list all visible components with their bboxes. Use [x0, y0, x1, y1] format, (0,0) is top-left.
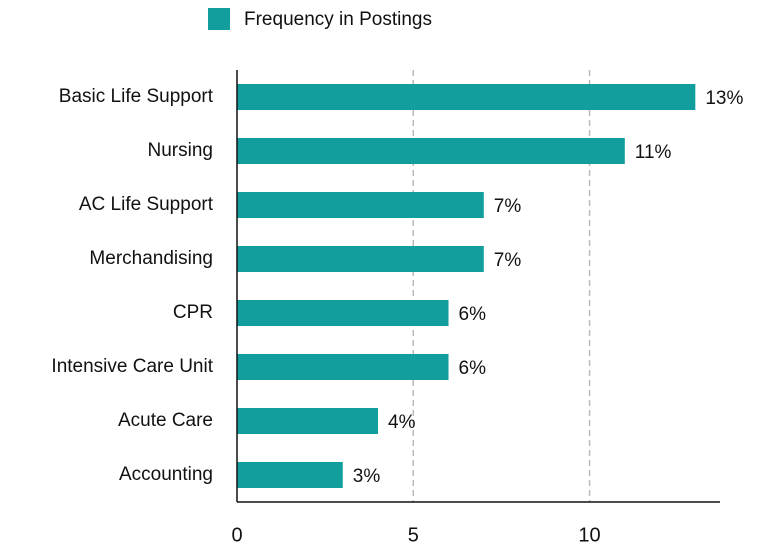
y-tick-label: AC Life Support — [79, 194, 214, 215]
y-tick-label: Acute Care — [118, 410, 213, 431]
y-tick-label: Intensive Care Unit — [51, 356, 213, 377]
y-tick-label: Basic Life Support — [59, 86, 214, 107]
y-tick-label: Accounting — [119, 464, 213, 485]
x-tick-label: 5 — [408, 524, 419, 546]
value-label: 7% — [494, 196, 522, 217]
bar — [237, 462, 343, 488]
y-tick-label: CPR — [173, 302, 213, 323]
value-label: 3% — [353, 466, 381, 487]
value-label: 7% — [494, 250, 522, 271]
bar — [237, 84, 696, 110]
value-label: 13% — [705, 88, 743, 109]
legend-label: Frequency in Postings — [244, 9, 432, 30]
x-tick-label: 10 — [578, 524, 600, 546]
legend-swatch — [208, 8, 230, 30]
y-tick-label: Nursing — [148, 140, 213, 161]
bar — [237, 300, 449, 326]
bar — [237, 408, 379, 434]
value-label: 4% — [388, 412, 416, 433]
x-tick-label: 0 — [231, 524, 242, 546]
value-label: 6% — [459, 358, 487, 379]
y-tick-label: Merchandising — [89, 248, 213, 269]
value-label: 6% — [459, 304, 487, 325]
bar — [237, 138, 625, 164]
bar — [237, 246, 484, 272]
bar — [237, 354, 449, 380]
value-label: 11% — [635, 142, 672, 163]
bar — [237, 192, 484, 218]
